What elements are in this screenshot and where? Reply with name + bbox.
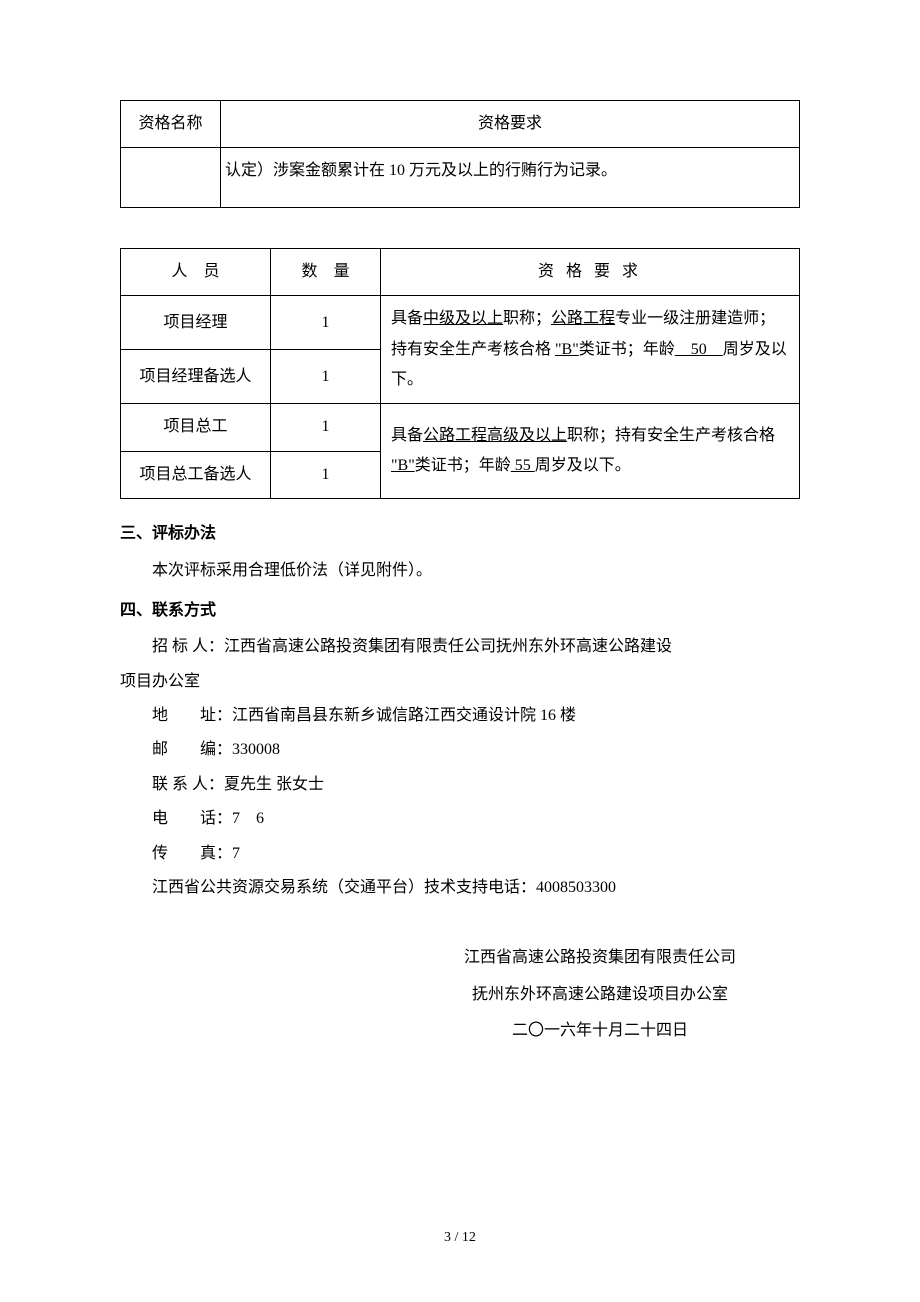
- signature-line-1: 江西省高速公路投资集团有限责任公司: [400, 943, 800, 973]
- role-cell: 项目经理备选人: [121, 350, 271, 404]
- phone-value: 7 6: [232, 810, 264, 827]
- req-underline: "B": [391, 457, 415, 474]
- phone-label: 电 话：: [152, 810, 232, 827]
- qualification-name-table: 资格名称 资格要求 认定）涉案金额累计在 10 万元及以上的行贿行为记录。: [120, 100, 800, 208]
- role-cell: 项目总工: [121, 404, 271, 451]
- table1-row-col1: [121, 148, 221, 207]
- req-underline: 55: [511, 457, 535, 474]
- req-text: 类证书；年龄: [415, 457, 511, 474]
- table1-header-row: 资格名称 资格要求: [121, 101, 800, 148]
- req-text: 职称；持有安全生产考核合格: [567, 427, 775, 444]
- address-line: 地 址：江西省南昌县东新乡诚信路江西交通设计院 16 楼: [120, 701, 800, 731]
- signature-block: 江西省高速公路投资集团有限责任公司 抚州东外环高速公路建设项目办公室 二〇一六年…: [120, 943, 800, 1046]
- req-underline: 50: [675, 341, 723, 358]
- signature-line-2: 抚州东外环高速公路建设项目办公室: [400, 980, 800, 1010]
- section-4-heading: 四、联系方式: [120, 596, 800, 626]
- count-cell: 1: [271, 404, 381, 451]
- fax-value: 7: [232, 845, 240, 862]
- req-text: 周岁及以下。: [535, 457, 631, 474]
- requirement-cell-2: 具备公路工程高级及以上职称；持有安全生产考核合格 "B"类证书；年龄 55 周岁…: [381, 404, 800, 499]
- signature-line-3: 二〇一六年十月二十四日: [400, 1016, 800, 1046]
- bidder-line-2: 项目办公室: [120, 667, 800, 697]
- table2-header-quantity: 数 量: [271, 248, 381, 295]
- bidder-label: 招 标 人：: [152, 638, 224, 655]
- fax-line: 传 真：7: [120, 839, 800, 869]
- table1-data-row: 认定）涉案金额累计在 10 万元及以上的行贿行为记录。: [121, 148, 800, 207]
- requirement-cell-1: 具备中级及以上职称；公路工程专业一级注册建造师；持有安全生产考核合格 "B"类证…: [381, 296, 800, 404]
- req-underline: 中级及以上: [423, 310, 503, 327]
- table2-header-row: 人 员 数 量 资 格 要 求: [121, 248, 800, 295]
- req-text: 具备: [391, 310, 423, 327]
- section-3-heading: 三、评标办法: [120, 519, 800, 549]
- address-label: 地 址：: [152, 707, 232, 724]
- table-row: 项目总工 1 具备公路工程高级及以上职称；持有安全生产考核合格 "B"类证书；年…: [121, 404, 800, 451]
- count-cell: 1: [271, 451, 381, 498]
- personnel-table: 人 员 数 量 资 格 要 求 项目经理 1 具备中级及以上职称；公路工程专业一…: [120, 248, 800, 499]
- page-number: 3 / 12: [0, 1225, 920, 1252]
- req-underline: "B": [555, 341, 579, 358]
- postcode-value: 330008: [232, 741, 280, 758]
- bidder-value: 江西省高速公路投资集团有限责任公司抚州东外环高速公路建设: [224, 638, 672, 655]
- req-underline: 公路工程: [551, 310, 615, 327]
- role-cell: 项目总工备选人: [121, 451, 271, 498]
- support-phone-line: 江西省公共资源交易系统（交通平台）技术支持电话：4008503300: [120, 873, 800, 903]
- table1-header-col2: 资格要求: [221, 101, 800, 148]
- postcode-line: 邮 编：330008: [120, 735, 800, 765]
- count-cell: 1: [271, 296, 381, 350]
- contact-value: 夏先生 张女士: [224, 776, 324, 793]
- req-text: 具备: [391, 427, 423, 444]
- req-text: 职称；: [503, 310, 551, 327]
- table2-header-personnel: 人 员: [121, 248, 271, 295]
- table2-header-requirement: 资 格 要 求: [381, 248, 800, 295]
- req-text: 类证书；年龄: [579, 341, 675, 358]
- section-3-body: 本次评标采用合理低价法（详见附件）。: [120, 556, 800, 586]
- count-cell: 1: [271, 350, 381, 404]
- address-value: 江西省南昌县东新乡诚信路江西交通设计院 16 楼: [232, 707, 576, 724]
- table1-header-col1: 资格名称: [121, 101, 221, 148]
- postcode-label: 邮 编：: [152, 741, 232, 758]
- phone-line: 电 话：7 6: [120, 804, 800, 834]
- table1-row-col2: 认定）涉案金额累计在 10 万元及以上的行贿行为记录。: [221, 148, 800, 207]
- table-row: 项目经理 1 具备中级及以上职称；公路工程专业一级注册建造师；持有安全生产考核合…: [121, 296, 800, 350]
- role-cell: 项目经理: [121, 296, 271, 350]
- contact-label: 联 系 人：: [152, 776, 224, 793]
- contact-person-line: 联 系 人：夏先生 张女士: [120, 770, 800, 800]
- req-underline: 公路工程高级及以上: [423, 427, 567, 444]
- fax-label: 传 真：: [152, 845, 232, 862]
- bidder-line: 招 标 人：江西省高速公路投资集团有限责任公司抚州东外环高速公路建设: [120, 632, 800, 662]
